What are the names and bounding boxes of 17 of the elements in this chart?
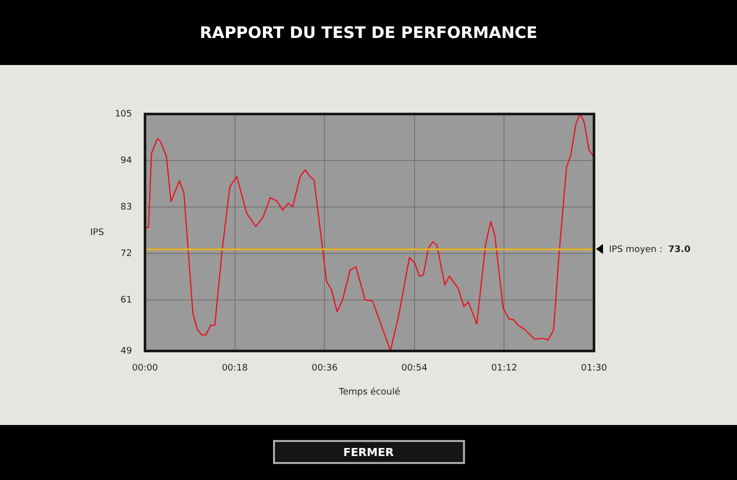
x-tick-label: 00:36 (312, 364, 338, 374)
x-tick-label: 01:30 (581, 364, 608, 374)
x-tick-label: 00:00 (132, 364, 158, 374)
y-tick-label: 49 (120, 346, 132, 356)
y-tick-label: 83 (120, 202, 132, 212)
x-tick-label: 01:12 (491, 364, 518, 374)
x-axis-title: Temps écoulé (338, 386, 401, 398)
y-tick-label: 61 (120, 296, 132, 306)
ref-line-label: IPS moyen : 73.0 (609, 244, 690, 255)
y-axis-title: IPS (90, 228, 104, 238)
x-tick-label: 00:18 (222, 364, 248, 374)
y-tick-label: 94 (120, 156, 132, 166)
y-tick-label: 105 (114, 109, 132, 120)
y-tick-label: 72 (120, 249, 132, 260)
text: FERMER (272, 440, 464, 464)
x-tick-label: 00:54 (401, 364, 428, 374)
chart-title: RAPPORT DU TEST DE PERFORMANCE (198, 22, 538, 44)
